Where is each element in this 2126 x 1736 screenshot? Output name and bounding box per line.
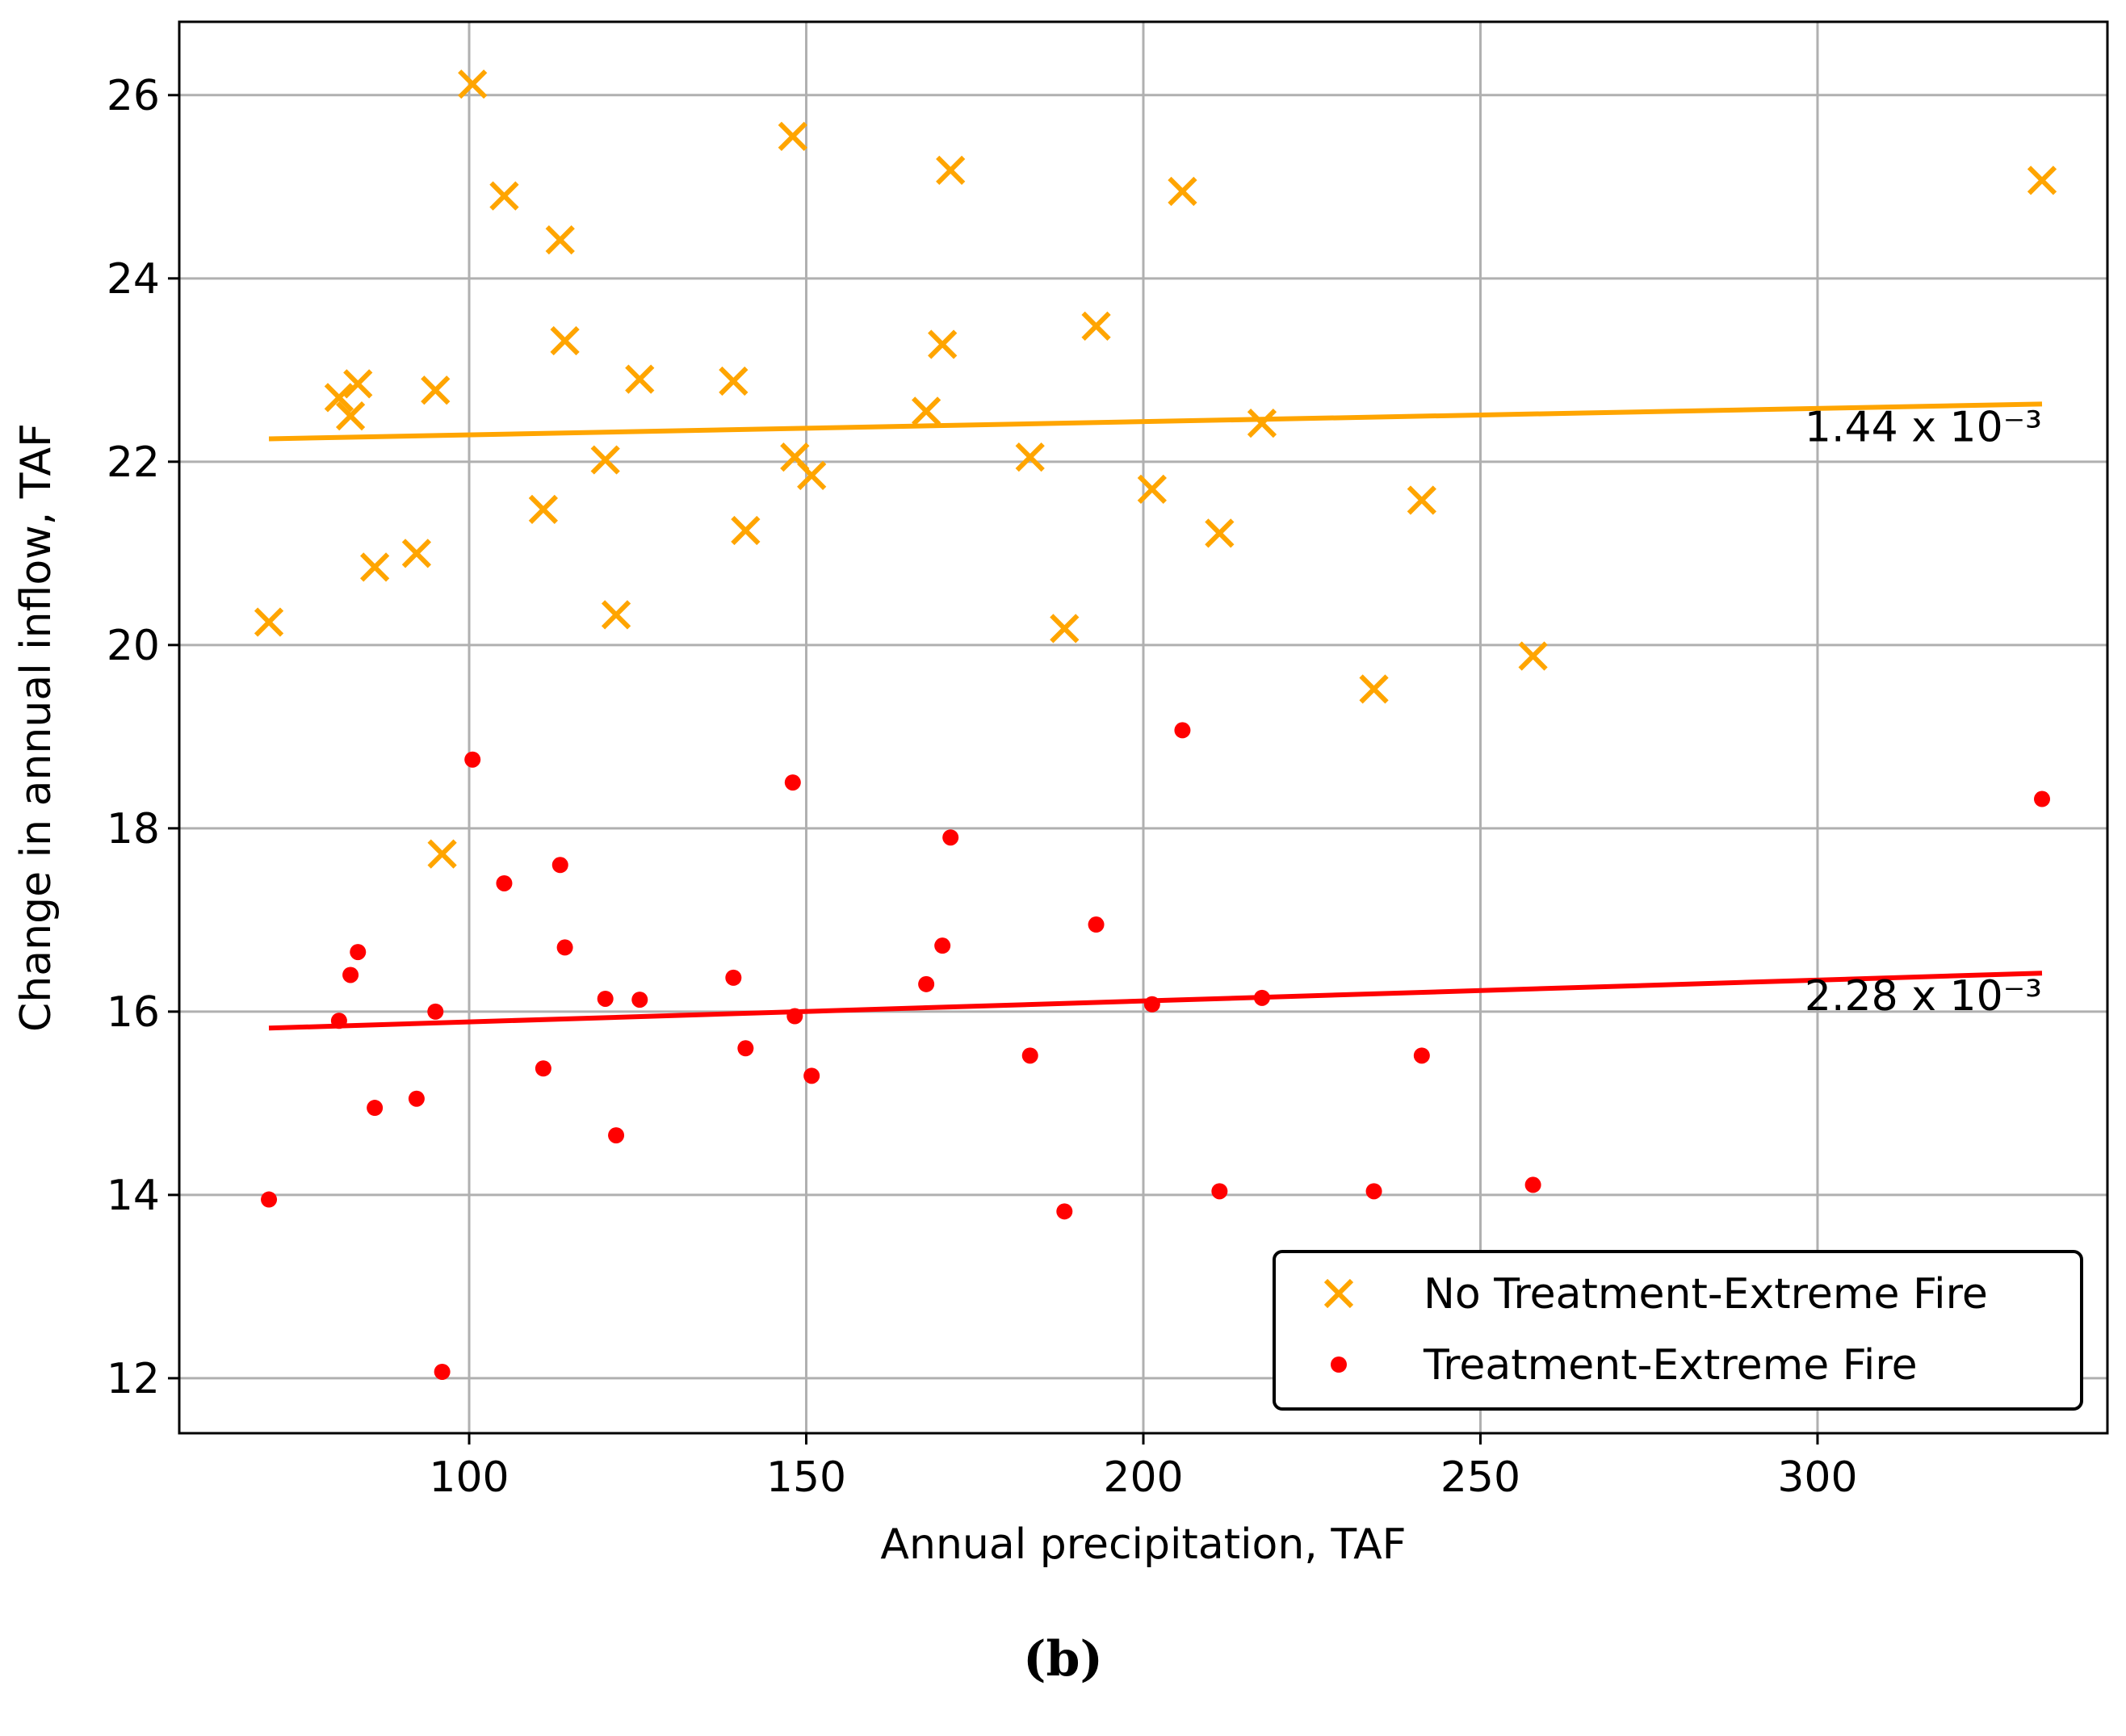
point-no-treatment [778,121,807,152]
point-no-treatment [719,366,749,396]
legend-label-1: Treatment-Extreme Fire [1423,1341,1918,1390]
point-no-treatment [489,181,519,211]
legend-box [1273,1250,2083,1411]
trend-line-0 [268,401,2043,442]
point-treatment [1524,1176,1541,1193]
axis-ticks: 100 150 200 250 300 12 14 16 18 20 22 24 26 [107,72,1858,1502]
point-no-treatment [1015,442,1045,472]
y-tick-label: 20 [107,622,160,670]
point-treatment [496,874,513,891]
point-no-treatment [797,460,827,490]
point-treatment [1253,989,1270,1006]
y-axis-label: Change in annual inflow, TAF [12,423,61,1032]
point-treatment [918,975,935,992]
y-tick-label: 16 [107,988,160,1037]
point-treatment [784,774,801,791]
point-treatment [631,992,648,1008]
data-points [254,69,2057,1380]
point-treatment [1056,1203,1073,1220]
point-no-treatment [1359,674,1389,704]
point-no-treatment [335,400,366,431]
point-treatment [737,1040,754,1057]
point-treatment [597,990,614,1007]
x-tick-label: 200 [1103,1453,1183,1502]
point-treatment [1021,1047,1038,1064]
point-treatment [464,751,481,768]
point-treatment [1088,916,1105,933]
point-no-treatment [528,494,559,524]
point-no-treatment [936,155,966,186]
slope-label-1: 2.28 x 10⁻³ [1805,972,2042,1021]
point-treatment [367,1100,384,1117]
point-treatment [1211,1183,1228,1200]
x-tick-label: 150 [766,1453,846,1502]
point-treatment [408,1090,425,1107]
slope-annotations: 1.44 x 10⁻³ 2.28 x 10⁻³ [1805,403,2042,1021]
x-tick-label: 100 [429,1453,509,1502]
point-no-treatment [254,607,284,637]
y-tick-label: 12 [107,1355,160,1403]
point-treatment [1174,722,1191,739]
point-treatment [725,969,742,986]
figure-caption: (b) [1023,1631,1103,1688]
point-no-treatment [912,396,941,426]
point-treatment [551,857,568,874]
point-treatment [1365,1183,1382,1200]
point-no-treatment [590,445,620,475]
point-treatment [434,1363,451,1380]
point-no-treatment [625,364,655,394]
y-tick-label: 18 [107,805,160,853]
point-treatment [330,1013,347,1029]
y-tick-label: 26 [107,72,160,120]
y-tick-label: 24 [107,255,160,304]
slope-label-0: 1.44 x 10⁻³ [1805,403,2042,451]
point-treatment [942,829,959,846]
point-no-treatment [427,839,457,869]
point-no-treatment [360,552,390,582]
point-no-treatment [545,225,575,255]
point-treatment [556,939,573,956]
x-tick-label: 250 [1440,1453,1520,1502]
point-treatment [786,1008,803,1025]
point-no-treatment [731,515,761,546]
legend-marker-dot [1331,1357,1347,1373]
grid-lines [179,22,2107,1433]
point-no-treatment [1518,641,1548,671]
point-no-treatment [1081,311,1111,341]
x-tick-label: 300 [1777,1453,1857,1502]
y-tick-label: 22 [107,438,160,487]
legend-marker-x [1323,1278,1354,1309]
legend: No Treatment-Extreme Fire Treatment-Extre… [1273,1250,2083,1411]
point-treatment [350,944,367,961]
point-treatment [803,1067,820,1084]
point-no-treatment [458,69,488,99]
point-no-treatment [601,600,631,630]
point-no-treatment [1050,614,1080,644]
point-no-treatment [401,539,432,568]
point-no-treatment [1247,409,1277,438]
point-treatment [535,1060,551,1077]
point-treatment [342,967,359,983]
point-no-treatment [550,325,580,356]
point-treatment [608,1127,625,1144]
x-axis-label: Annual precipitation, TAF [880,1520,1406,1569]
point-treatment [1413,1047,1430,1064]
point-treatment [1143,996,1160,1013]
point-no-treatment [2027,166,2057,195]
point-no-treatment [928,329,958,359]
point-no-treatment [1407,485,1436,515]
point-treatment [427,1003,444,1020]
point-treatment [2034,790,2051,807]
point-no-treatment [1137,474,1167,505]
point-no-treatment [421,375,451,405]
legend-label-0: No Treatment-Extreme Fire [1424,1270,1988,1319]
point-no-treatment [343,369,373,399]
point-treatment [261,1191,278,1208]
point-no-treatment [324,383,354,413]
point-no-treatment [1205,518,1235,548]
point-no-treatment [1168,176,1197,207]
y-tick-label: 14 [107,1172,160,1220]
point-treatment [934,937,951,954]
